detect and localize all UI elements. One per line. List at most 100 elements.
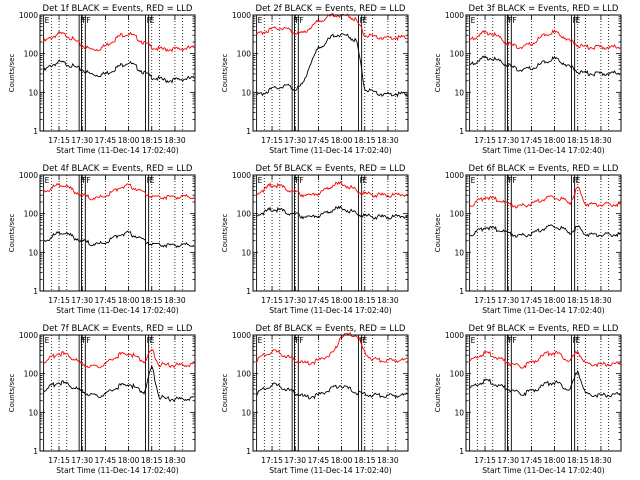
y-axis-label: Counts/sec bbox=[221, 214, 229, 253]
panel-6: Det 6f BLACK = Events, RED = LLDEFFFFE11… bbox=[434, 164, 622, 315]
y-tick-label: 100 bbox=[24, 210, 39, 219]
series-line-lld bbox=[469, 186, 621, 209]
panel-title: Det 9f BLACK = Events, RED = LLD bbox=[469, 324, 619, 334]
y-tick-label: 1000 bbox=[19, 171, 38, 180]
event-marker-letter: E bbox=[363, 176, 368, 185]
series-line-lld bbox=[469, 350, 621, 369]
y-tick-label: 100 bbox=[450, 370, 465, 379]
x-tick-label: 18:30 bbox=[590, 296, 612, 305]
event-marker-letter: E bbox=[45, 16, 50, 25]
series-line-events bbox=[43, 59, 195, 84]
event-marker-letter: F bbox=[293, 176, 297, 185]
x-axis-label: Start Time (11-Dec-14 17:02:40) bbox=[269, 466, 391, 475]
x-tick-label: 17:45 bbox=[521, 456, 543, 465]
x-tick-label: 18:00 bbox=[118, 456, 140, 465]
y-axis-label: Counts/sec bbox=[221, 54, 229, 93]
series-line-lld bbox=[469, 29, 621, 51]
panel-9: Det 9f BLACK = Events, RED = LLDEFFFFE11… bbox=[434, 324, 622, 475]
y-tick-label: 1000 bbox=[19, 331, 38, 340]
y-tick-label: 10 bbox=[241, 88, 251, 97]
event-marker-letter: F bbox=[80, 336, 84, 345]
y-axis-label: Counts/sec bbox=[434, 54, 442, 93]
y-axis-label: Counts/sec bbox=[221, 374, 229, 413]
panel-5: Det 5f BLACK = Events, RED = LLDEFFFFE11… bbox=[221, 164, 409, 315]
y-tick-label: 1000 bbox=[19, 11, 38, 20]
x-tick-label: 18:00 bbox=[118, 296, 140, 305]
x-tick-label: 18:15 bbox=[567, 136, 589, 145]
x-tick-label: 17:15 bbox=[48, 296, 70, 305]
y-tick-label: 1000 bbox=[445, 11, 464, 20]
event-marker-letter: E bbox=[363, 336, 368, 345]
event-marker-letter: E bbox=[576, 336, 581, 345]
y-tick-label: 1 bbox=[459, 127, 464, 136]
y-tick-label: 10 bbox=[28, 248, 38, 257]
x-tick-label: 17:30 bbox=[497, 296, 519, 305]
y-tick-label: 100 bbox=[24, 50, 39, 59]
event-marker-letter: E bbox=[150, 336, 155, 345]
y-axis-label: Counts/sec bbox=[8, 54, 16, 93]
event-marker-letter: E bbox=[258, 336, 263, 345]
series-line-events bbox=[256, 33, 408, 98]
x-axis-label: Start Time (11-Dec-14 17:02:40) bbox=[482, 306, 604, 315]
x-tick-label: 18:15 bbox=[141, 136, 163, 145]
x-tick-label: 18:30 bbox=[377, 136, 399, 145]
x-tick-label: 17:45 bbox=[95, 136, 117, 145]
event-marker-letter: E bbox=[471, 176, 476, 185]
x-tick-label: 17:45 bbox=[521, 296, 543, 305]
event-marker-letter: E bbox=[363, 16, 368, 25]
event-marker-letter: F bbox=[295, 16, 299, 25]
event-marker-letter: F bbox=[86, 336, 90, 345]
panel-title: Det 8f BLACK = Events, RED = LLD bbox=[256, 324, 406, 334]
x-tick-label: 17:30 bbox=[284, 456, 306, 465]
event-marker-letter: E bbox=[258, 176, 263, 185]
event-marker-letter: F bbox=[506, 176, 510, 185]
x-tick-label: 17:45 bbox=[95, 456, 117, 465]
y-tick-label: 1 bbox=[33, 447, 38, 456]
event-marker-letter: F bbox=[82, 336, 86, 345]
y-tick-label: 1 bbox=[246, 127, 251, 136]
x-tick-label: 17:30 bbox=[284, 136, 306, 145]
x-tick-label: 17:30 bbox=[71, 456, 93, 465]
y-tick-label: 100 bbox=[237, 370, 252, 379]
y-tick-label: 10 bbox=[454, 408, 464, 417]
event-marker-letter: E bbox=[576, 176, 581, 185]
x-tick-label: 17:45 bbox=[521, 136, 543, 145]
series-line-events bbox=[469, 224, 621, 238]
x-tick-label: 17:15 bbox=[474, 136, 496, 145]
x-tick-label: 17:45 bbox=[308, 136, 330, 145]
x-tick-label: 18:30 bbox=[164, 456, 186, 465]
x-tick-label: 18:00 bbox=[331, 456, 353, 465]
panel-4: Det 4f BLACK = Events, RED = LLDEFFFFE11… bbox=[8, 164, 196, 315]
x-tick-label: 17:15 bbox=[261, 456, 283, 465]
x-tick-label: 18:00 bbox=[544, 296, 566, 305]
y-tick-label: 1 bbox=[33, 287, 38, 296]
series-line-lld bbox=[43, 182, 195, 201]
event-marker-letter: F bbox=[512, 176, 516, 185]
event-marker-letter: F bbox=[293, 16, 297, 25]
x-tick-label: 18:30 bbox=[590, 136, 612, 145]
panel-title: Det 5f BLACK = Events, RED = LLD bbox=[256, 164, 406, 174]
y-tick-label: 10 bbox=[28, 408, 38, 417]
x-tick-label: 17:30 bbox=[497, 136, 519, 145]
x-axis-label: Start Time (11-Dec-14 17:02:40) bbox=[56, 146, 178, 155]
panel-2: Det 2f BLACK = Events, RED = LLDEFFFFE11… bbox=[221, 4, 409, 155]
y-tick-label: 1000 bbox=[232, 11, 251, 20]
event-marker-letter: E bbox=[45, 336, 50, 345]
x-axis-label: Start Time (11-Dec-14 17:02:40) bbox=[56, 466, 178, 475]
event-marker-letter: F bbox=[293, 336, 297, 345]
x-tick-label: 17:45 bbox=[308, 456, 330, 465]
y-tick-label: 1 bbox=[459, 447, 464, 456]
event-marker-letter: E bbox=[150, 176, 155, 185]
event-marker-letter: F bbox=[86, 176, 90, 185]
x-axis-label: Start Time (11-Dec-14 17:02:40) bbox=[269, 146, 391, 155]
event-marker-letter: F bbox=[299, 16, 303, 25]
series-line-lld bbox=[43, 30, 195, 53]
x-tick-label: 18:00 bbox=[331, 136, 353, 145]
x-tick-label: 17:45 bbox=[95, 296, 117, 305]
plot-frame bbox=[465, 14, 622, 132]
x-tick-label: 17:30 bbox=[284, 296, 306, 305]
series-line-events bbox=[43, 230, 195, 249]
panel-7: Det 7f BLACK = Events, RED = LLDEFFFFE11… bbox=[8, 324, 196, 475]
plot-frame bbox=[39, 14, 196, 132]
